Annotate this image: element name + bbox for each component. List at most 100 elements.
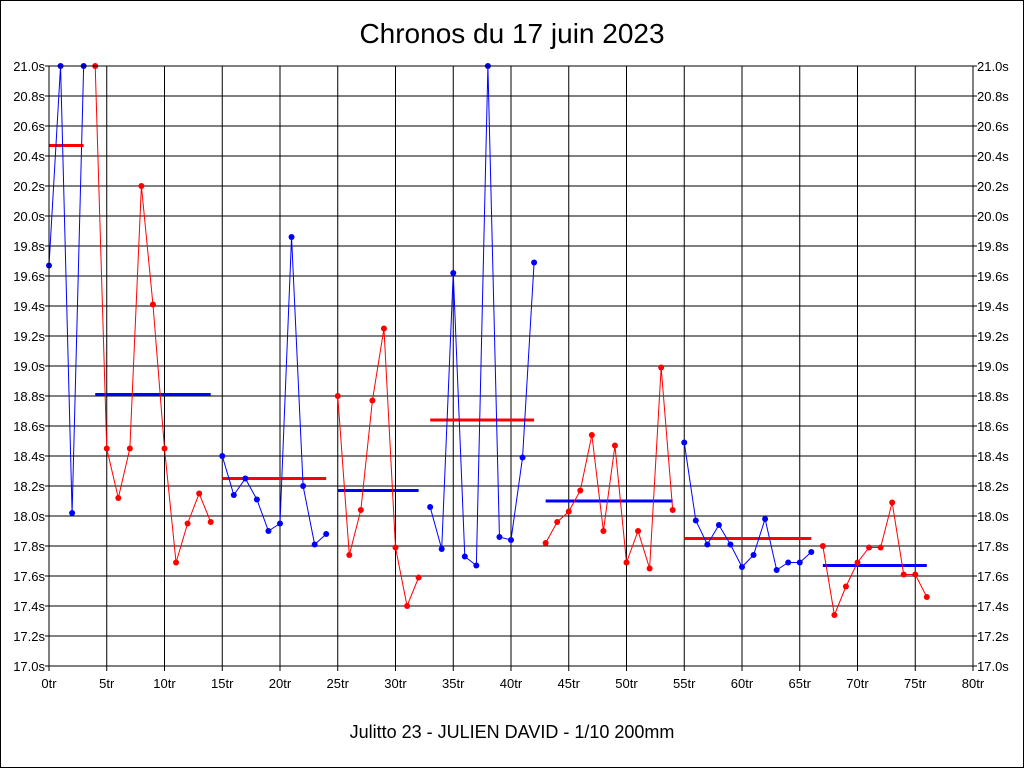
x-tick-label: 50tr [615,676,638,691]
series-line [94,65,212,563]
data-point [115,495,122,501]
data-point [253,496,260,503]
data-point [103,445,110,452]
data-point [473,562,480,569]
y-tick-label-left: 19.6s [13,269,45,284]
data-point [196,490,203,497]
x-tick-label: 65tr [789,676,812,691]
data-point [519,454,526,461]
x-tick-label: 30tr [384,676,407,691]
data-point [727,541,734,548]
x-tick-label: 0tr [41,676,57,691]
y-tick-label-left: 17.4s [13,599,45,614]
y-tick-label-right: 21.0s [977,59,1009,74]
data-point [600,528,607,534]
x-tick-label: 20tr [269,676,292,691]
y-tick-label-right: 19.4s [977,299,1009,314]
data-point [334,393,341,399]
data-point [900,571,907,578]
y-tick-label-right: 19.0s [977,359,1009,374]
data-point [219,453,226,459]
data-point [831,612,838,618]
y-tick-label-left: 20.8s [13,89,45,104]
y-tick-label-left: 20.6s [13,119,45,134]
data-point [819,543,826,549]
y-tick-label-right: 17.0s [977,659,1009,674]
data-point [404,603,411,609]
y-tick-label-right: 18.2s [977,479,1009,494]
x-tick-label: 25tr [327,676,350,691]
y-tick-label-left: 20.0s [13,209,45,224]
y-tick-label-left: 17.6s [13,569,45,584]
data-point [773,567,780,573]
y-tick-label-right: 20.2s [977,179,1009,194]
data-point [311,541,318,548]
chart-footer: Julitto 23 - JULIEN DAVID - 1/10 200mm [349,722,675,742]
data-point [808,549,815,555]
x-tick-label: 35tr [442,676,465,691]
y-tick-label-left: 18.2s [13,479,45,494]
data-point [138,183,145,189]
plot-border [48,65,974,667]
x-tick-label: 75tr [904,676,927,691]
data-point [346,552,353,558]
data-point [577,487,584,494]
data-point [461,553,468,560]
series-line [429,65,535,567]
data-point [704,541,711,548]
series-line [48,65,85,514]
y-tick-label-left: 17.2s [13,629,45,644]
y-tick-label-left: 17.8s [13,539,45,554]
x-tick-label: 40tr [500,676,523,691]
data-point [265,528,272,534]
data-point [877,544,884,551]
x-tick-label: 60tr [731,676,754,691]
x-tick-label: 15tr [211,676,234,691]
data-point [230,492,237,498]
series-line [683,442,812,571]
series-line [822,502,928,617]
x-tick-label: 70tr [846,676,869,691]
y-tick-label-left: 20.4s [13,149,45,164]
y-tick-label-right: 18.6s [977,419,1009,434]
data-point [923,594,930,600]
data-point [300,483,307,489]
data-point [762,516,769,522]
y-tick-label-left: 20.2s [13,179,45,194]
data-point [658,364,665,371]
data-point [588,432,595,438]
data-point [554,519,561,525]
data-point [380,325,387,332]
data-point [681,439,688,446]
y-tick-label-right: 20.6s [977,119,1009,134]
data-point [242,475,249,482]
data-point [496,534,503,540]
data-point [635,528,642,534]
series-line [545,367,674,569]
series-lines [46,63,930,618]
y-tick-label-right: 20.8s [977,89,1009,104]
x-tick-label: 10tr [153,676,176,691]
data-point [149,301,156,308]
y-tick-label-left: 19.2s [13,329,45,344]
data-point [415,574,422,581]
x-tick-label: 55tr [673,676,696,691]
data-point [184,520,191,527]
y-tick-label-right: 18.8s [977,389,1009,404]
y-tick-label-right: 18.0s [977,509,1009,524]
y-tick-label-left: 18.0s [13,509,45,524]
data-point [508,537,514,543]
data-point [173,559,180,566]
data-point [739,564,745,570]
y-tick-label-right: 19.6s [977,269,1009,284]
data-point [646,565,653,572]
data-point [866,544,873,551]
series-line [337,328,420,608]
data-point [785,559,792,566]
y-tick-label-right: 19.2s [977,329,1009,344]
x-tick-label: 80tr [962,676,985,691]
data-point [889,499,896,506]
x-tick-label: 5tr [99,676,115,691]
data-point [715,522,722,528]
